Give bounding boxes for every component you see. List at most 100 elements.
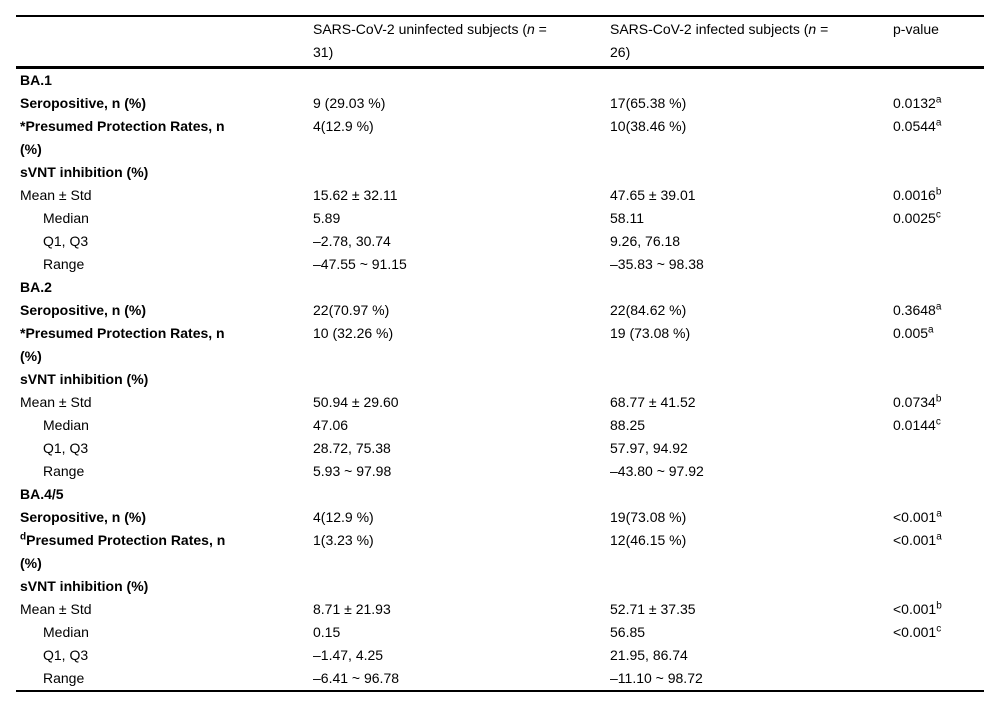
uninfected-value-text: 8.71 ± 21.93 [313, 601, 391, 617]
results-table-container: SARS-CoV-2 uninfected subjects (n = 31) S… [16, 15, 984, 692]
p-value-cell [893, 644, 984, 667]
uninfected-value: 5.93 ~ 97.98 [313, 460, 610, 483]
header-text-line2: 31) [313, 44, 334, 60]
row-label: sVNT inhibition (%) [16, 575, 313, 598]
header-row: SARS-CoV-2 uninfected subjects (n = 31) S… [16, 16, 984, 69]
p-value-superscript: a [936, 531, 942, 543]
row-label: Seropositive, n (%) [16, 299, 313, 322]
p-value-text: 0.0544 [893, 118, 936, 134]
uninfected-value: 0.15 [313, 621, 610, 644]
table-body: BA.1 Seropositive, n (%) 9 (29.03 %) 17(65.… [16, 68, 984, 692]
infected-value: 19(73.08 %) [610, 506, 893, 529]
infected-value: –35.83 ~ 98.38 [610, 253, 893, 276]
p-value-cell: <0.001a [893, 506, 984, 529]
p-value-text: 0.0016 [893, 187, 936, 203]
uninfected-value: 4(12.9 %) [313, 506, 610, 529]
p-value-cell [893, 276, 984, 299]
p-value-cell [893, 575, 984, 598]
p-value-superscript: c [935, 209, 941, 221]
p-value-superscript: b [935, 186, 942, 198]
header-text-eq: = [816, 21, 829, 37]
infected-value: 88.25 [610, 414, 893, 437]
row-label-text: Seropositive, n (%) [20, 302, 147, 318]
row-label: sVNT inhibition (%) [16, 368, 313, 391]
uninfected-value: 9 (29.03 %) [313, 92, 610, 115]
p-value-text: 0.0734 [893, 394, 936, 410]
infected-value [610, 575, 893, 598]
uninfected-value-text: 28.72, 75.38 [313, 440, 391, 456]
row-label-text: sVNT inhibition (%) [20, 578, 149, 594]
row-label: Range [16, 253, 313, 276]
p-value-cell: 0.0016b [893, 184, 984, 207]
table-row: sVNT inhibition (%) [16, 368, 984, 391]
infected-value-text: 19 (73.08 %) [610, 325, 691, 341]
table-row: Q1, Q3 28.72, 75.38 57.97, 94.92 [16, 437, 984, 460]
row-label-text: BA.2 [20, 279, 52, 295]
uninfected-value-text: –6.41 ~ 96.78 [313, 670, 400, 686]
uninfected-value-text: 5.89 [313, 210, 341, 226]
uninfected-value: 28.72, 75.38 [313, 437, 610, 460]
infected-value-text: 57.97, 94.92 [610, 440, 688, 456]
uninfected-value [313, 161, 610, 184]
uninfected-value-text: 15.62 ± 32.11 [313, 187, 398, 203]
uninfected-value-text: 22(70.97 %) [313, 302, 390, 318]
infected-value-text: 19(73.08 %) [610, 509, 687, 525]
infected-value: 12(46.15 %) [610, 529, 893, 575]
row-label-text: *Presumed Protection Rates, n (%) [20, 118, 225, 157]
italic-n: n [808, 21, 817, 37]
p-value-cell [893, 368, 984, 391]
infected-value-text: 10(38.46 %) [610, 118, 687, 134]
uninfected-value: 50.94 ± 29.60 [313, 391, 610, 414]
footnote-marker: d [20, 531, 27, 543]
uninfected-value: 4(12.9 %) [313, 115, 610, 161]
p-value-cell: 0.0544a [893, 115, 984, 161]
infected-value: 52.71 ± 37.35 [610, 598, 893, 621]
infected-value: 10(38.46 %) [610, 115, 893, 161]
infected-value: 22(84.62 %) [610, 299, 893, 322]
p-value-superscript: b [935, 393, 942, 405]
column-header-pvalue: p-value [893, 16, 984, 69]
p-value-superscript: c [936, 623, 942, 635]
infected-value: –11.10 ~ 98.72 [610, 667, 893, 691]
p-value-superscript: a [935, 301, 942, 313]
infected-value: 21.95, 86.74 [610, 644, 893, 667]
p-value-cell: 0.0144c [893, 414, 984, 437]
row-label: Range [16, 460, 313, 483]
row-label-text: Seropositive, n (%) [20, 95, 147, 111]
header-text-pre: SARS-CoV-2 infected subjects ( [610, 21, 809, 37]
row-label-text: Seropositive, n (%) [20, 509, 147, 525]
p-value-text: <0.001 [893, 601, 937, 617]
row-label: Range [16, 667, 313, 691]
p-value-text: 0.3648 [893, 302, 936, 318]
table-row: Median 5.89 58.11 0.0025c [16, 207, 984, 230]
row-label: Seropositive, n (%) [16, 92, 313, 115]
table-row: Seropositive, n (%) 9 (29.03 %) 17(65.38 %… [16, 92, 984, 115]
row-label: *Presumed Protection Rates, n (%) [16, 322, 313, 368]
p-value-cell [893, 437, 984, 460]
header-text-eq: = [534, 21, 547, 37]
uninfected-value: 47.06 [313, 414, 610, 437]
row-label: Median [16, 207, 313, 230]
uninfected-value: 15.62 ± 32.11 [313, 184, 610, 207]
table-row: Mean ± Std 50.94 ± 29.60 68.77 ± 41.52 0.07… [16, 391, 984, 414]
row-label: sVNT inhibition (%) [16, 161, 313, 184]
table-row: Seropositive, n (%) 4(12.9 %) 19(73.08 %) <… [16, 506, 984, 529]
row-label: Mean ± Std [16, 391, 313, 414]
uninfected-value-text: 10 (32.26 %) [313, 325, 394, 341]
row-label-text: Mean ± Std [20, 394, 92, 410]
p-value-cell [893, 161, 984, 184]
table-row: Q1, Q3 –2.78, 30.74 9.26, 76.18 [16, 230, 984, 253]
p-value-cell [893, 253, 984, 276]
row-label-text: Range [43, 256, 85, 272]
infected-value: 68.77 ± 41.52 [610, 391, 893, 414]
row-label: Median [16, 621, 313, 644]
p-value-cell [893, 230, 984, 253]
infected-value-text: 12(46.15 %) [610, 532, 687, 548]
p-value-superscript: a [935, 94, 942, 106]
row-label-text: Median [43, 417, 89, 433]
infected-value: 19 (73.08 %) [610, 322, 893, 368]
row-label-text: Q1, Q3 [43, 233, 89, 249]
infected-value: 57.97, 94.92 [610, 437, 893, 460]
p-value-text: 0.0144 [893, 417, 936, 433]
infected-value-text: 52.71 ± 37.35 [610, 601, 696, 617]
